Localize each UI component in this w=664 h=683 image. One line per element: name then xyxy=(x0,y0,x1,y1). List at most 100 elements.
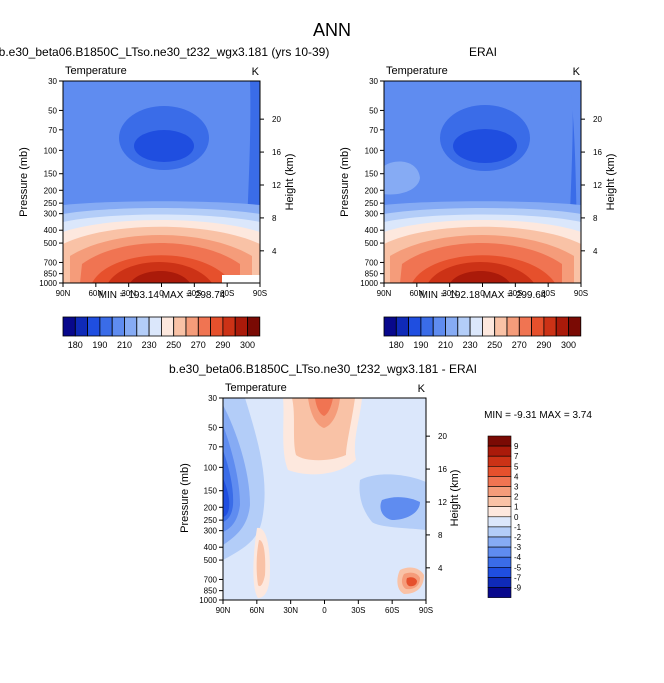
obs-colorbar-label: 230 xyxy=(463,340,478,350)
model-colorbar-box xyxy=(210,316,224,337)
obs-colorbar-box xyxy=(457,316,471,337)
model-colorbar-box xyxy=(62,316,76,337)
obs-pressure-tick-label: 50 xyxy=(369,106,378,115)
diff-colorbar-box xyxy=(487,587,512,598)
model-pressure-tick-label: 30 xyxy=(48,77,57,86)
model-lat-tick-label: 60S xyxy=(220,289,234,298)
obs-colorbar-label: 180 xyxy=(389,340,404,350)
obs-colorbar-label: 290 xyxy=(536,340,551,350)
diff-colorbar-box xyxy=(487,526,512,538)
obs-colorbar-box xyxy=(383,316,397,337)
model-pressure-tick-label: 300 xyxy=(44,210,58,219)
model-colorbar-label: 180 xyxy=(68,340,83,350)
model-colorbar-label: 190 xyxy=(92,340,107,350)
model-pressure-tick-label: 70 xyxy=(48,126,57,135)
obs-colorbar-box xyxy=(469,316,483,337)
diff-colorbar-label: 9 xyxy=(514,442,519,451)
diff-colorbar-box xyxy=(487,465,512,477)
diff-colorbar-label: 0 xyxy=(514,513,519,522)
diff-colorbar-box xyxy=(487,577,512,588)
model-colorbar-boxes xyxy=(62,316,261,337)
model-axis-ticks: 90N 60N 30N 0 30S 60S 90S 30 50 70 100 150 200 250 300… xyxy=(39,77,281,298)
diff-colorbar-label: 4 xyxy=(514,472,519,481)
model-variable-label: Temperature xyxy=(65,65,127,77)
obs-colorbar-label: 270 xyxy=(512,340,527,350)
diff-lat-tick-label: 90N xyxy=(216,606,231,615)
model-pressure-axis-label: Pressure (mb) xyxy=(18,147,30,217)
diff-colorbar-label: 3 xyxy=(514,483,519,492)
diff-panel-caption: b.e30_beta06.B1850C_LTso.ne30_t232_wgx3.… xyxy=(169,362,477,376)
obs-height-tick-label: 16 xyxy=(593,148,602,157)
model-pressure-tick-label: 50 xyxy=(48,106,57,115)
diff-colorbar-box xyxy=(487,506,512,518)
diff-lat-tick-label: 90S xyxy=(419,606,433,615)
diff-pressure-tick-label: 200 xyxy=(204,503,218,512)
obs-colorbar-box xyxy=(494,316,508,337)
obs-lat-tick-label: 60N xyxy=(409,289,424,298)
diff-height-tick-label: 12 xyxy=(438,498,447,507)
model-colorbar: MIN = 193.14 MAX = 298.74 180 190 210 230 25… xyxy=(62,290,261,350)
model-height-tick-label: 8 xyxy=(272,214,277,223)
diff-lat-tick-label: 60S xyxy=(385,606,399,615)
obs-lat-tick-label: 0 xyxy=(480,289,485,298)
obs-colorbar-box xyxy=(531,316,545,337)
model-pressure-tick-label: 1000 xyxy=(39,279,57,288)
diff-pressure-tick-label: 50 xyxy=(208,423,217,432)
model-colorbar-label: 210 xyxy=(117,340,132,350)
diff-colorbar-box xyxy=(487,435,512,447)
obs-height-tick-label: 8 xyxy=(593,214,598,223)
diff-pressure-tick-label: 500 xyxy=(204,556,218,565)
obs-colorbar-box xyxy=(518,316,532,337)
diff-colorbar-label: 1 xyxy=(514,503,519,512)
model-lat-tick-label: 30S xyxy=(187,289,201,298)
diff-colorbar-box xyxy=(487,496,512,508)
obs-panel-caption: ERAI xyxy=(469,45,497,59)
diff-colorbar-label: 5 xyxy=(514,462,519,471)
diff-pressure-tick-label: 400 xyxy=(204,543,218,552)
obs-pressure-tick-label: 150 xyxy=(365,170,379,179)
model-colorbar-label: 300 xyxy=(240,340,255,350)
diff-colorbar-box xyxy=(487,556,512,568)
model-lat-tick-label: 0 xyxy=(159,289,164,298)
model-colorbar-box xyxy=(185,316,199,337)
obs-pressure-tick-label: 100 xyxy=(365,146,379,155)
figure-title: ANN xyxy=(313,20,351,40)
model-pressure-tick-label: 700 xyxy=(44,258,58,267)
obs-colorbar-box xyxy=(432,316,446,337)
diff-lat-tick-label: 0 xyxy=(322,606,327,615)
diff-units-label: K xyxy=(418,383,426,395)
diff-pressure-tick-label: 30 xyxy=(208,394,217,403)
obs-stats: MIN = 192.18 MAX = 299.64 xyxy=(420,290,547,301)
model-colorbar-box xyxy=(173,316,187,337)
diff-height-tick-label: 8 xyxy=(438,531,443,540)
obs-colorbar-box xyxy=(445,316,459,337)
model-height-axis-label: Height (km) xyxy=(284,154,296,211)
obs-lat-tick-label: 30S xyxy=(508,289,522,298)
model-pressure-tick-label: 850 xyxy=(44,270,58,279)
obs-height-axis-label: Height (km) xyxy=(605,154,617,211)
obs-colorbar-box xyxy=(555,316,569,337)
obs-colorbar-box xyxy=(481,316,496,337)
model-colorbar-label: 270 xyxy=(191,340,206,350)
model-pressure-tick-label: 100 xyxy=(44,146,58,155)
diff-colorbar-box xyxy=(487,536,512,548)
diff-colorbar-box xyxy=(487,445,512,457)
obs-lat-tick-label: 60S xyxy=(541,289,555,298)
diff-colorbar-box xyxy=(487,486,512,497)
obs-lat-tick-label: 30N xyxy=(442,289,457,298)
model-height-tick-label: 16 xyxy=(272,148,281,157)
diff-lat-tick-label: 30S xyxy=(351,606,365,615)
obs-height-tick-label: 20 xyxy=(593,115,602,124)
diff-colorbar-label: -9 xyxy=(514,584,522,593)
obs-pressure-tick-label: 1000 xyxy=(360,279,378,288)
obs-colorbar-box xyxy=(543,316,557,337)
model-panel-caption: b.e30_beta06.B1850C_LTso.ne30_t232_wgx3.… xyxy=(0,45,329,59)
diff-colorbar-label: -5 xyxy=(514,563,522,572)
model-colorbar-box xyxy=(222,316,236,337)
diff-pressure-axis-label: Pressure (mb) xyxy=(179,463,191,533)
diff-pressure-tick-label: 250 xyxy=(204,516,218,525)
model-pressure-tick-label: 400 xyxy=(44,226,58,235)
diff-height-tick-label: 16 xyxy=(438,465,447,474)
